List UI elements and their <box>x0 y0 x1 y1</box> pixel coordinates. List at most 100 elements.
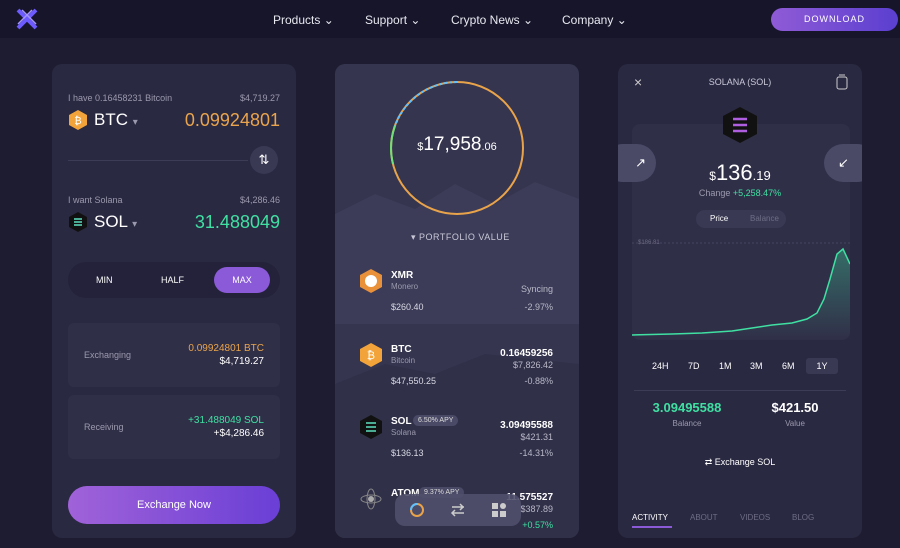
exchanging-usd: $4,719.27 <box>219 356 265 367</box>
btc-icon: ₿ <box>360 343 382 367</box>
tab[interactable]: BLOG <box>792 513 815 522</box>
amount-selector: MIN HALF MAX <box>68 262 280 298</box>
asset-detail-panel: × SOLANA (SOL) ↗ ↙ $136.19 Change +5,258… <box>618 64 862 538</box>
asset-symbol: BTC <box>391 344 412 355</box>
asset-price: $136.19 <box>709 160 771 185</box>
asset-change: -0.88% <box>524 376 553 386</box>
max-button[interactable]: MAX <box>214 267 270 293</box>
btc-icon: ₿ <box>69 110 87 130</box>
range-button[interactable]: 1Y <box>806 358 838 374</box>
range-button[interactable]: 6M <box>782 361 795 371</box>
exchanging-box: Exchanging 0.09924801 BTC $4,719.27 <box>68 323 280 387</box>
nav-link[interactable]: Support ⌄ <box>365 13 421 27</box>
receiving-label: Receiving <box>84 422 124 432</box>
portfolio-total: $17,958.06 <box>417 134 497 155</box>
have-usd: $4,719.27 <box>239 93 280 103</box>
value-amount: $421.50 <box>771 400 819 415</box>
balance-tab[interactable]: Balance <box>750 214 779 223</box>
chart-tabs: Price Balance <box>696 210 786 228</box>
asset-value: $47,550.25 <box>391 376 437 386</box>
want-usd: $4,286.46 <box>239 195 280 205</box>
asset-change: -2.97% <box>524 302 553 312</box>
logo <box>16 8 38 30</box>
portfolio-ring <box>390 81 524 215</box>
exchanging-label: Exchanging <box>84 350 132 360</box>
asset-symbol: ATOM <box>391 488 420 499</box>
asset-usd: $421.31 <box>520 432 553 442</box>
range-button[interactable]: 3M <box>750 361 763 371</box>
receive-button[interactable]: ↙ <box>824 144 862 182</box>
asset-row[interactable]: XMR Monero Syncing $260.40 -2.97% <box>335 262 579 322</box>
asset-usd: $387.89 <box>520 504 553 514</box>
nav-link[interactable]: Company ⌄ <box>562 13 627 27</box>
asset-status: Syncing <box>520 284 553 294</box>
asset-change: +0.57% <box>522 520 553 530</box>
exchange-action[interactable]: ⇄ Exchange SOL <box>704 457 776 467</box>
asset-amount: 3.09495588 <box>500 420 553 431</box>
tab[interactable]: ABOUT <box>690 513 718 522</box>
close-button[interactable]: × <box>634 74 643 90</box>
swap-button[interactable]: ⇅ <box>250 146 278 174</box>
have-label: I have 0.16458231 Bitcoin <box>68 93 173 103</box>
from-amount[interactable]: 0.09924801 <box>184 110 280 130</box>
apy-badge: 6.50% APY <box>413 415 459 426</box>
apy-badge: 9.37% APY <box>419 487 465 498</box>
sol-icon <box>69 212 87 232</box>
value-label: Value <box>785 419 805 428</box>
asset-name: Bitcoin <box>391 356 416 365</box>
top-nav: Products ⌄ Support ⌄ Crypto News ⌄ Compa… <box>0 0 900 38</box>
range-button[interactable]: 7D <box>688 361 700 371</box>
asset-value: $260.40 <box>391 302 424 312</box>
exchanging-amount: 0.09924801 BTC <box>188 343 264 354</box>
receiving-usd: +$4,286.46 <box>213 428 264 439</box>
asset-symbol: XMR <box>391 270 414 281</box>
bottom-toolbar <box>395 494 521 526</box>
to-amount[interactable]: 31.488049 <box>194 212 280 232</box>
info-icon[interactable] <box>836 74 848 90</box>
tab[interactable]: ACTIVITY <box>632 513 669 522</box>
svg-text:₿: ₿ <box>74 115 81 127</box>
exchange-tab[interactable] <box>450 502 466 518</box>
price-chart <box>632 242 850 340</box>
asset-amount: 0.16459256 <box>500 348 553 359</box>
receiving-amount: +31.488049 SOL <box>188 415 264 426</box>
balance-amount: 3.09495588 <box>652 400 722 415</box>
to-symbol[interactable]: SOL ▾ <box>94 212 138 231</box>
range-button[interactable]: 24H <box>652 361 669 371</box>
asset-symbol: SOL <box>391 416 412 427</box>
divider <box>634 390 846 391</box>
half-button[interactable]: HALF <box>161 275 185 285</box>
range-button[interactable]: 1M <box>719 361 732 371</box>
asset-title: SOLANA (SOL) <box>708 77 772 87</box>
xmr-icon <box>360 269 382 293</box>
asset-row[interactable]: SOL 6.50% APY Solana 3.09495588 $421.31 … <box>335 408 579 468</box>
background-mountains <box>335 182 579 538</box>
apps-tab[interactable] <box>491 502 507 518</box>
from-symbol[interactable]: BTC ▾ <box>94 110 138 129</box>
tab[interactable]: VIDEOS <box>740 513 771 522</box>
tab-indicator <box>632 526 672 528</box>
sol-icon <box>723 107 757 143</box>
asset-row[interactable]: ATOM 9.37% APY 11.575527 $387.89 +0.57% <box>335 480 579 538</box>
send-button[interactable]: ↗ <box>618 144 656 182</box>
download-button[interactable]: DOWNLOAD <box>771 8 898 31</box>
asset-name: Monero <box>391 282 419 291</box>
divider <box>68 160 248 161</box>
price-tab[interactable]: Price <box>710 214 729 223</box>
atom-icon <box>360 488 382 510</box>
asset-usd: $7,826.42 <box>512 360 553 370</box>
asset-row[interactable]: ₿ BTC Bitcoin 0.16459256 $7,826.42 $47,5… <box>335 336 579 396</box>
portfolio-label[interactable]: ▾ PORTFOLIO VALUE <box>411 232 510 242</box>
balance-label: Balance <box>672 419 702 428</box>
exchange-button[interactable]: Exchange Now <box>68 486 280 524</box>
sol-icon <box>360 415 382 439</box>
nav-link[interactable]: Crypto News ⌄ <box>451 13 534 27</box>
asset-change: -14.31% <box>519 448 553 458</box>
range-selector: 24H 7D 1M 3M 6M 1Y <box>634 358 846 374</box>
portfolio-panel: $17,958.06 ▾ PORTFOLIO VALUE XMR Monero … <box>335 64 579 538</box>
portfolio-tab[interactable] <box>409 502 425 518</box>
min-button[interactable]: MIN <box>96 275 113 285</box>
asset-change: Change +5,258.47% <box>698 188 782 198</box>
nav-link[interactable]: Products ⌄ <box>273 13 334 27</box>
want-label: I want Solana <box>68 195 123 205</box>
